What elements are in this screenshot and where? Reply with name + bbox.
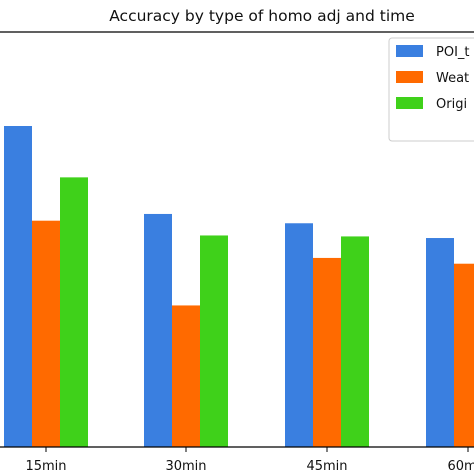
x-tick-label: 30min (165, 459, 206, 474)
x-axis-ticks: 15min 30min 45min 60min (25, 447, 474, 474)
legend-box (388, 37, 474, 142)
bar-original-15min (60, 177, 88, 448)
chart-title: Accuracy by type of homo adj and time (109, 7, 415, 25)
bars-group (4, 126, 474, 448)
bar-poi-60min (426, 238, 454, 447)
legend-swatch-original (396, 97, 423, 109)
legend: POI_t Weat Origi (388, 37, 474, 142)
x-tick-label: 60min (447, 459, 474, 474)
legend-label-weather: Weat (436, 71, 469, 86)
legend-label-poi: POI_t (436, 45, 470, 60)
bar-original-30min (200, 235, 228, 447)
bar-poi-45min (285, 223, 313, 447)
bar-weather-60min (454, 263, 474, 447)
bar-weather-30min (172, 305, 200, 447)
bar-weather-15min (32, 220, 60, 447)
legend-label-original: Origi (436, 97, 467, 112)
bar-weather-45min (313, 257, 341, 447)
x-tick-label: 45min (306, 459, 347, 474)
x-tick-label: 15min (25, 459, 66, 474)
bar-original-45min (341, 236, 369, 447)
legend-swatch-weather (396, 71, 423, 83)
bar-poi-30min (144, 213, 172, 447)
bar-poi-15min (4, 126, 32, 447)
legend-swatch-poi (396, 45, 423, 57)
